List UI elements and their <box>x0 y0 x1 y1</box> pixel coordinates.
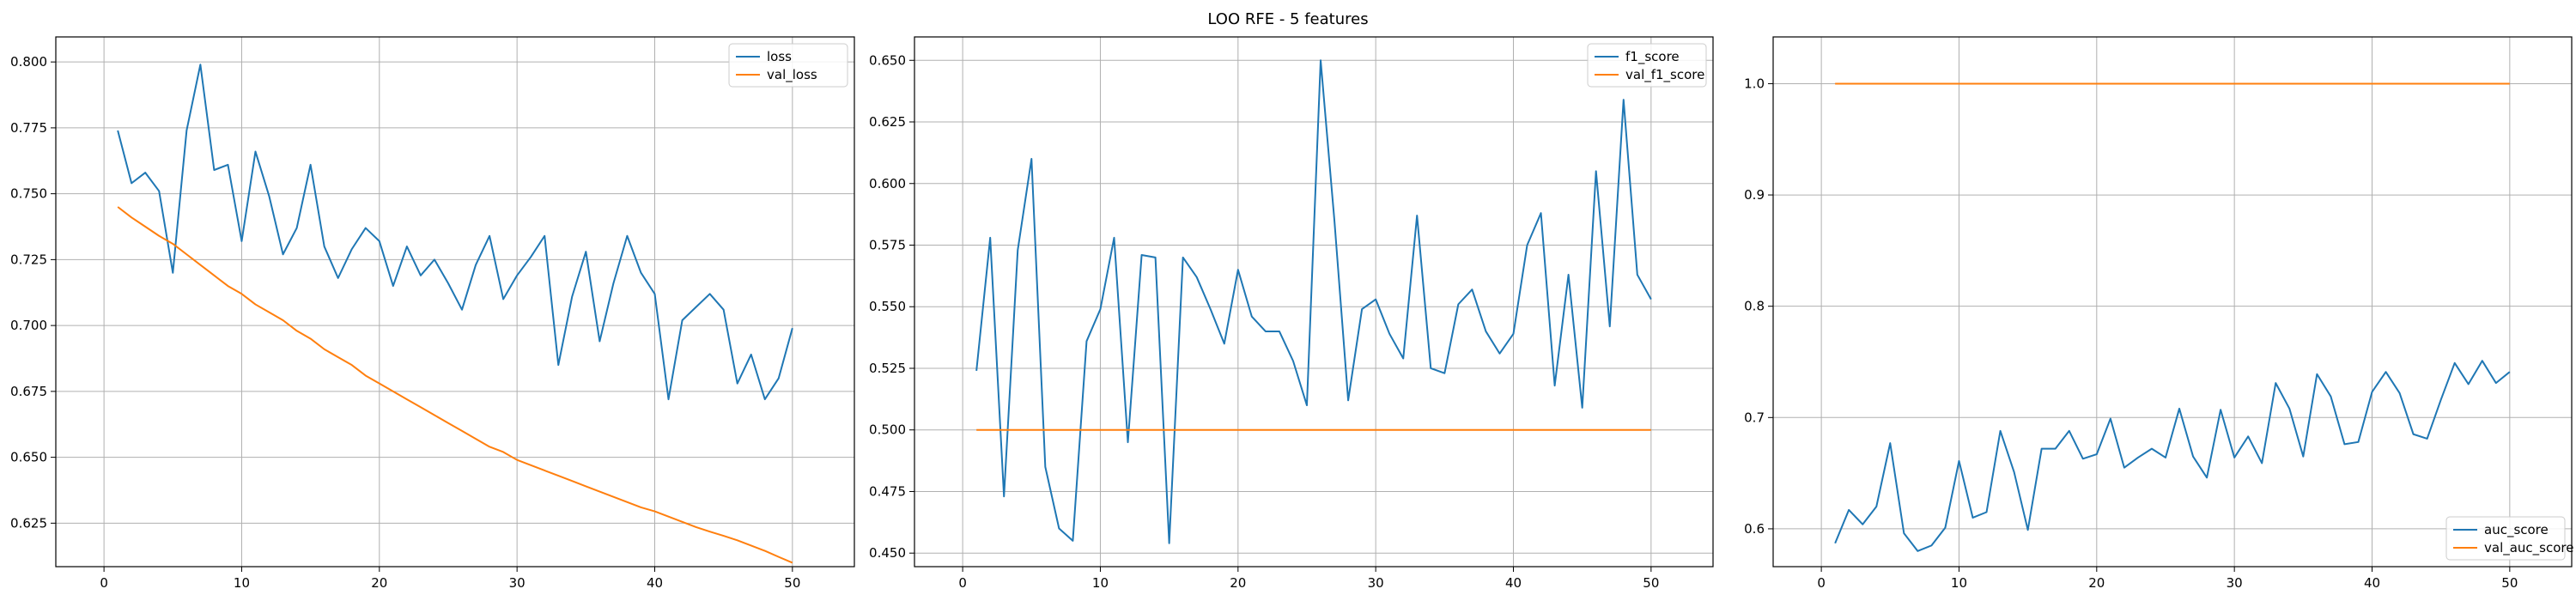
legend-box <box>2445 516 2566 561</box>
legend-label: f1_score <box>1625 49 1680 65</box>
legend-box <box>728 43 848 88</box>
series-line-auc_score <box>1834 360 2511 552</box>
x-tick-label: 40 <box>2364 575 2380 591</box>
legend: f1_score val_f1_score <box>1587 43 1707 88</box>
y-tick-label: 1.0 <box>1744 76 1765 91</box>
y-tick-label: 0.650 <box>10 450 47 465</box>
x-tick-label: 30 <box>509 575 526 591</box>
y-tick-label: 0.475 <box>869 483 906 499</box>
y-tick-label: 0.8 <box>1744 299 1765 314</box>
x-tick-label: 10 <box>234 575 250 591</box>
x-tick-label: 50 <box>2501 575 2518 591</box>
y-tick-label: 0.725 <box>10 252 47 267</box>
grid-lines <box>56 37 854 567</box>
y-tick-label: 0.9 <box>1744 187 1765 203</box>
series-line-val_loss <box>117 206 793 564</box>
x-tick-label: 10 <box>1092 575 1109 591</box>
legend-box <box>1587 43 1707 88</box>
x-tick-label: 40 <box>1505 575 1522 591</box>
y-tick-label: 0.625 <box>10 515 47 531</box>
x-tick-label: 50 <box>784 575 800 591</box>
x-tick-label: 0 <box>1817 575 1826 591</box>
x-tick-label: 0 <box>100 575 108 591</box>
legend-label: auc_score <box>2484 522 2549 538</box>
legend-label: val_loss <box>767 67 817 83</box>
y-tick-label: 0.525 <box>869 361 906 376</box>
legend-label: val_f1_score <box>1625 67 1704 83</box>
x-tick-label: 0 <box>958 575 967 591</box>
y-tick-label: 0.500 <box>869 422 906 438</box>
y-tick-label: 0.600 <box>869 176 906 191</box>
figure-title: LOO RFE - 5 features <box>1207 10 1368 28</box>
x-tick-label: 50 <box>1643 575 1659 591</box>
legend-label: val_auc_score <box>2484 540 2574 556</box>
series-line-loss <box>117 64 793 401</box>
y-tick-label: 0.450 <box>869 545 906 561</box>
x-tick-label: 10 <box>1951 575 1967 591</box>
x-tick-label: 20 <box>371 575 387 591</box>
y-tick-label: 0.800 <box>10 54 47 70</box>
axes-frame <box>55 36 855 568</box>
y-tick-label: 0.750 <box>10 186 47 202</box>
y-tick-label: 0.575 <box>869 237 906 252</box>
subplots: 0 10 20 30 40 500.6250.6500.6750.7000.7250.75… <box>10 36 2574 591</box>
legend-label: loss <box>767 49 792 64</box>
y-tick-label: 0.550 <box>869 299 906 314</box>
y-tick-label: 0.775 <box>10 120 47 136</box>
subplot-f1: 0 10 20 30 40 50 0.450 0.475 0.500 0.525 0.550 0.57… <box>869 36 1714 591</box>
legend: loss val_loss <box>728 43 848 88</box>
y-tick-label: 0.700 <box>10 318 47 333</box>
subplot-loss: 0 10 20 30 40 50 0.625 0.650 0.675 0.700 0.725 0.75… <box>10 36 855 591</box>
y-tick-label: 0.650 <box>869 52 906 68</box>
y-tick-label: 0.7 <box>1744 410 1765 425</box>
series-line-f1_score <box>975 59 1652 544</box>
x-tick-label: 20 <box>1230 575 1246 591</box>
x-tick-label: 40 <box>647 575 663 591</box>
y-tick-label: 0.625 <box>869 114 906 130</box>
axes-frame <box>914 36 1714 568</box>
y-tick-label: 0.6 <box>1744 521 1765 537</box>
legend: auc_score val_auc_score <box>2445 516 2574 561</box>
x-tick-label: 30 <box>2227 575 2243 591</box>
x-tick-label: 30 <box>1368 575 1384 591</box>
x-tick-label: 20 <box>2088 575 2105 591</box>
subplot-auc: 0 10 20 30 40 50 0.6 0.7 0.8 0.9 1.0 auc_score val_a… <box>1744 36 2574 591</box>
y-tick-label: 0.675 <box>10 384 47 399</box>
axes-frame <box>1772 36 2573 568</box>
